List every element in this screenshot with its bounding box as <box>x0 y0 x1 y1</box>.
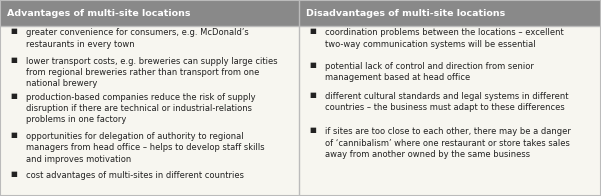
Text: cost advantages of multi-sites in different countries: cost advantages of multi-sites in differ… <box>26 171 245 180</box>
Text: ■: ■ <box>310 28 316 34</box>
Bar <box>299 0 601 26</box>
Text: ■: ■ <box>310 92 316 98</box>
Text: ■: ■ <box>310 62 316 68</box>
Text: lower transport costs, e.g. breweries can supply large cities
from regional brew: lower transport costs, e.g. breweries ca… <box>26 57 278 88</box>
Text: ■: ■ <box>11 28 17 34</box>
Text: Advantages of multi-site locations: Advantages of multi-site locations <box>7 9 191 18</box>
Text: Disadvantages of multi-site locations: Disadvantages of multi-site locations <box>306 9 505 18</box>
Text: ■: ■ <box>310 127 316 133</box>
Text: ■: ■ <box>11 57 17 63</box>
Text: potential lack of control and direction from senior
management based at head off: potential lack of control and direction … <box>325 62 534 82</box>
Text: ■: ■ <box>11 171 17 177</box>
Text: coordination problems between the locations – excellent
two-way communication sy: coordination problems between the locati… <box>325 28 564 49</box>
Bar <box>0 0 299 26</box>
Text: production-based companies reduce the risk of supply
disruption if there are tec: production-based companies reduce the ri… <box>26 93 256 124</box>
Text: if sites are too close to each other, there may be a danger
of ‘cannibalism’ whe: if sites are too close to each other, th… <box>325 127 571 159</box>
Text: ■: ■ <box>11 132 17 138</box>
Text: opportunities for delegation of authority to regional
managers from head office : opportunities for delegation of authorit… <box>26 132 265 163</box>
Text: ■: ■ <box>11 93 17 99</box>
Text: different cultural standards and legal systems in different
countries – the busi: different cultural standards and legal s… <box>325 92 569 112</box>
Text: greater convenience for consumers, e.g. McDonald’s
restaurants in every town: greater convenience for consumers, e.g. … <box>26 28 249 49</box>
